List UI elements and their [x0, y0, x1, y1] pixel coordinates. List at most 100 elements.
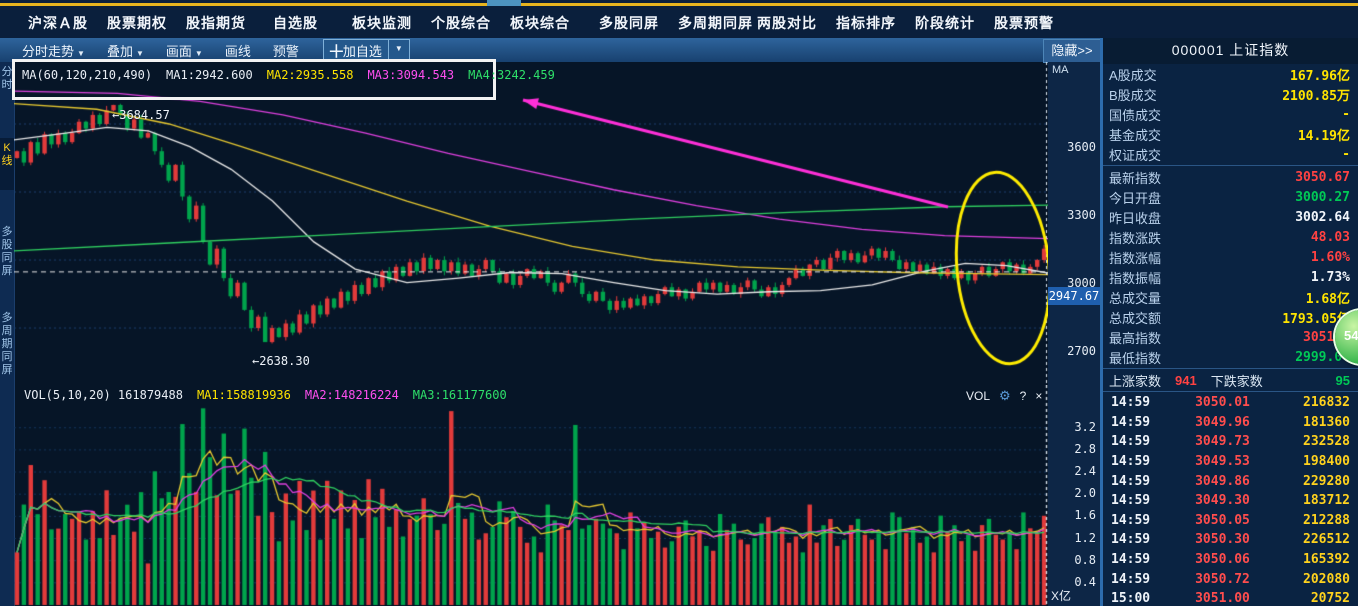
quote-row-2: 国债成交 -: [1103, 104, 1358, 124]
menu-item-9[interactable]: 两股对比: [757, 15, 817, 31]
advancers-count: 941: [1175, 372, 1197, 388]
menu-item-10[interactable]: 指标排序: [836, 15, 896, 31]
tick-volume: 232528: [1303, 434, 1350, 450]
quote-row-5: 最新指数 3050.67: [1103, 167, 1358, 187]
tick-volume: 165392: [1303, 552, 1350, 568]
sidebar-tab-1[interactable]: K线: [0, 138, 14, 190]
time-sales-list[interactable]: 14:59 3050.01 216832 14:59 3049.96 181360 14:5…: [1103, 393, 1358, 606]
sidebar-tab-3[interactable]: 多周期同屏: [1, 312, 13, 376]
add-favorite-dropdown[interactable]: ▼: [387, 39, 409, 61]
quote-value: 1.68亿: [1305, 291, 1350, 307]
toolbar-item-screen[interactable]: 画面 ▼: [165, 43, 203, 59]
tick-volume: 212288: [1303, 512, 1350, 528]
volume-tick-1.2: 1.2: [1074, 530, 1096, 545]
decliners-label: 下跌家数: [1210, 373, 1263, 389]
quote-value: 2100.85万: [1282, 88, 1350, 104]
menu-accent-patch: [487, 0, 521, 6]
menu-item-11[interactable]: 阶段统计: [915, 15, 975, 31]
tick-volume: 181360: [1303, 414, 1350, 430]
volume-chart-canvas[interactable]: [14, 385, 1048, 606]
tick-row-1: 14:59 3049.96 181360: [1103, 413, 1358, 433]
tick-price: 3050.30: [1195, 532, 1250, 548]
tick-time: 14:59: [1111, 532, 1151, 548]
menu-item-0[interactable]: 沪深Ａ股: [28, 15, 88, 31]
tick-price: 3049.86: [1195, 473, 1250, 489]
quote-row-8: 指数涨跌 48.03: [1103, 227, 1358, 247]
menu-item-5[interactable]: 个股综合: [431, 15, 491, 31]
quote-value: 3050.67: [1295, 169, 1350, 185]
tick-row-6: 14:59 3050.05 212288: [1103, 511, 1358, 531]
toolbar-item-overlay[interactable]: 叠加 ▼: [106, 43, 144, 59]
volume-tick-0.8: 0.8: [1074, 552, 1096, 567]
toolbar-item-drawline[interactable]: 画线: [224, 43, 251, 59]
separator: [1103, 391, 1358, 392]
tick-price: 3049.53: [1195, 454, 1250, 470]
tick-row-10: 15:00 3051.00 20752: [1103, 589, 1358, 606]
chevron-down-icon: ▼: [77, 48, 85, 58]
tick-price: 3050.72: [1195, 571, 1250, 587]
tick-volume: 226512: [1303, 532, 1350, 548]
vol-legend-title: VOL(5,10,20) 161879488: [24, 388, 183, 402]
symbol-title[interactable]: 000001 上证指数: [1103, 38, 1358, 64]
separator: [1103, 165, 1358, 166]
tick-row-0: 14:59 3050.01 216832: [1103, 393, 1358, 413]
menu-item-7[interactable]: 多股同屏: [599, 15, 659, 31]
annotation-rectangle: [12, 59, 496, 100]
menu-item-12[interactable]: 股票预警: [994, 15, 1054, 31]
quote-row-14: 最低指数 2999.04: [1103, 347, 1358, 367]
tick-time: 14:59: [1111, 552, 1151, 568]
menu-item-3[interactable]: 自选股: [273, 15, 318, 31]
ma-legend-title: MA(60,120,210,490): [22, 68, 153, 82]
price-tick-3000: 3000: [1067, 276, 1096, 291]
bubble-count: 54: [1344, 328, 1358, 343]
hide-panel-button[interactable]: 隐藏>>: [1043, 39, 1101, 63]
volume-pane-controls: VOL ⚙ ? ×: [966, 388, 1042, 404]
price-chart-canvas[interactable]: [14, 62, 1048, 385]
quote-row-7: 昨日收盘 3002.64: [1103, 207, 1358, 227]
menu-item-1[interactable]: 股票期权: [107, 15, 167, 31]
quote-row-4: 权证成交 -: [1103, 144, 1358, 164]
quote-panel: 000001 上证指数 A股成交 167.96亿 B股成交 2100.85万 国债成交 -…: [1100, 38, 1358, 606]
decliners-count: 95: [1335, 372, 1350, 388]
help-icon[interactable]: ?: [1019, 389, 1027, 403]
quote-label: 总成交量: [1109, 290, 1162, 306]
floating-bubble[interactable]: 54: [1335, 310, 1358, 364]
menu-item-4[interactable]: 板块监测: [352, 15, 412, 31]
tick-time: 14:59: [1111, 454, 1151, 470]
quote-row-6: 今日开盘 3000.27: [1103, 187, 1358, 207]
sidebar-tab-0[interactable]: 分时: [1, 66, 13, 91]
gear-icon[interactable]: ⚙: [999, 388, 1011, 403]
quote-label: 权证成交: [1109, 147, 1162, 163]
volume-axis: X亿 3.2 2.8 2.4 2.0 1.6 1.2 0.8 0.4: [1048, 385, 1100, 606]
tick-row-7: 14:59 3050.30 226512: [1103, 530, 1358, 550]
tick-time: 14:59: [1111, 414, 1151, 430]
tick-time: 14:59: [1111, 395, 1151, 411]
add-favorite-button[interactable]: ╋加自选: [329, 43, 382, 59]
price-tick-3300: 3300: [1067, 208, 1096, 222]
tick-time: 15:00: [1111, 591, 1151, 606]
quote-label: 最新指数: [1109, 170, 1162, 186]
menu-accent-line: [0, 3, 1358, 6]
toolbar-item-timeline[interactable]: 分时走势 ▼: [22, 43, 85, 59]
sidebar-tab-2[interactable]: 多股同屏: [1, 226, 13, 277]
quote-value: 14.19亿: [1297, 128, 1350, 144]
add-favorite-group: ╋加自选 ▼: [322, 38, 410, 62]
tick-time: 14:59: [1111, 571, 1151, 587]
quote-value: -: [1342, 106, 1350, 122]
menu-item-6[interactable]: 板块综合: [510, 15, 570, 31]
quote-label: 昨日收盘: [1109, 210, 1162, 226]
tick-volume: 229280: [1303, 473, 1350, 489]
tick-price: 3050.06: [1195, 552, 1250, 568]
quote-label: 今日开盘: [1109, 190, 1162, 206]
toolbar-item-alert[interactable]: 预警: [272, 43, 299, 59]
quote-label: 指数振幅: [1109, 270, 1162, 286]
tick-volume: 202080: [1303, 571, 1350, 587]
quote-value: 2999.04: [1295, 349, 1350, 365]
menu-item-8[interactable]: 多周期同屏: [678, 15, 753, 31]
quote-label: 指数涨跌: [1109, 230, 1162, 246]
tick-price: 3051.00: [1195, 591, 1250, 606]
ma2-value: MA2:2935.558: [266, 68, 354, 82]
menu-item-2[interactable]: 股指期货: [186, 15, 246, 31]
tick-time: 14:59: [1111, 493, 1151, 509]
close-icon[interactable]: ×: [1035, 389, 1043, 403]
